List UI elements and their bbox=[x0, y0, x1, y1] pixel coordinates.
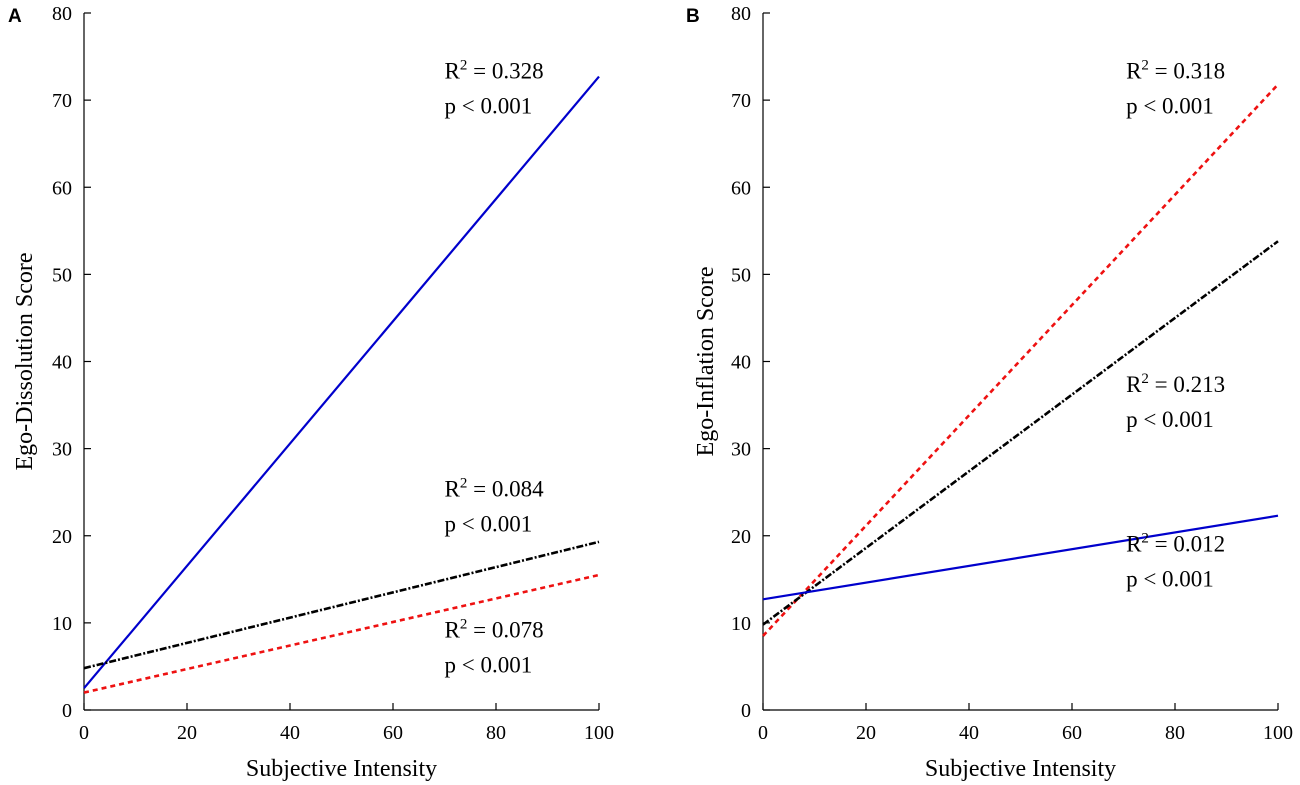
annotation-p: p < 0.001 bbox=[445, 93, 533, 118]
y-tick-label: 0 bbox=[741, 700, 751, 722]
y-tick-label: 10 bbox=[731, 613, 751, 635]
annotation-r2: R2 = 0.078 bbox=[445, 617, 544, 643]
y-tick-label: 70 bbox=[731, 90, 751, 112]
y-tick-label: 60 bbox=[731, 177, 751, 199]
x-tick-label: 0 bbox=[79, 722, 89, 744]
panel-label: B bbox=[686, 6, 700, 27]
series-line-black-dashdot bbox=[762, 240, 1279, 626]
x-axis-title: Subjective Intensity bbox=[925, 756, 1116, 782]
annotation-r2: R2 = 0.318 bbox=[1126, 57, 1225, 83]
annotation-r2: R2 = 0.213 bbox=[1126, 371, 1225, 397]
x-tick-label: 100 bbox=[584, 722, 614, 744]
x-tick-label: 100 bbox=[1263, 722, 1293, 744]
annotation-p: p < 0.001 bbox=[1126, 93, 1214, 118]
y-tick-label: 80 bbox=[731, 3, 751, 25]
annotation-p: p < 0.001 bbox=[1126, 566, 1214, 591]
series-line-blue-solid bbox=[83, 75, 600, 689]
y-tick-label: 70 bbox=[52, 90, 72, 112]
x-tick-label: 40 bbox=[959, 722, 979, 744]
annotation-r2: R2 = 0.012 bbox=[1126, 530, 1225, 556]
annotation-p: p < 0.001 bbox=[445, 512, 533, 537]
y-tick-label: 20 bbox=[731, 526, 751, 548]
y-tick-label: 40 bbox=[52, 352, 72, 374]
y-axis-title: Ego-Inflation Score bbox=[693, 267, 719, 457]
y-tick-label: 30 bbox=[52, 439, 72, 461]
y-axis-title: Ego-Dissolution Score bbox=[12, 253, 38, 471]
annotation-r2: R2 = 0.084 bbox=[445, 476, 545, 502]
series-line-blue-solid bbox=[762, 514, 1279, 601]
x-axis-title: Subjective Intensity bbox=[246, 756, 437, 782]
x-tick-label: 20 bbox=[177, 722, 197, 744]
x-tick-label: 40 bbox=[280, 722, 300, 744]
annotation-r2: R2 = 0.328 bbox=[445, 57, 544, 83]
x-tick-label: 80 bbox=[486, 722, 506, 744]
x-tick-label: 60 bbox=[1062, 722, 1082, 744]
x-tick-label: 0 bbox=[758, 722, 768, 744]
x-tick-label: 80 bbox=[1165, 722, 1185, 744]
y-tick-label: 0 bbox=[62, 700, 72, 722]
y-tick-label: 40 bbox=[731, 352, 751, 374]
x-tick-label: 20 bbox=[856, 722, 876, 744]
y-tick-label: 80 bbox=[52, 3, 72, 25]
panel-a: A 0 20 40 60 80 100 0 10 20 30 40 50 60 70 80 Subjective… bbox=[8, 3, 614, 782]
y-tick-label: 10 bbox=[52, 613, 72, 635]
y-tick-label: 20 bbox=[52, 526, 72, 548]
series-line-red-dotted bbox=[83, 573, 600, 694]
panel-label: A bbox=[8, 6, 22, 27]
panel-b: B 0 20 40 60 80 100 0 10 20 30 40 50 60 70 80 Subjective… bbox=[686, 3, 1293, 782]
y-tick-label: 60 bbox=[52, 177, 72, 199]
x-tick-label: 60 bbox=[383, 722, 403, 744]
annotation-p: p < 0.001 bbox=[1126, 407, 1214, 432]
y-tick-label: 30 bbox=[731, 439, 751, 461]
y-tick-label: 50 bbox=[731, 264, 751, 286]
y-tick-label: 50 bbox=[52, 264, 72, 286]
series-line-black-dashdot bbox=[83, 540, 600, 670]
annotation-p: p < 0.001 bbox=[445, 653, 533, 678]
